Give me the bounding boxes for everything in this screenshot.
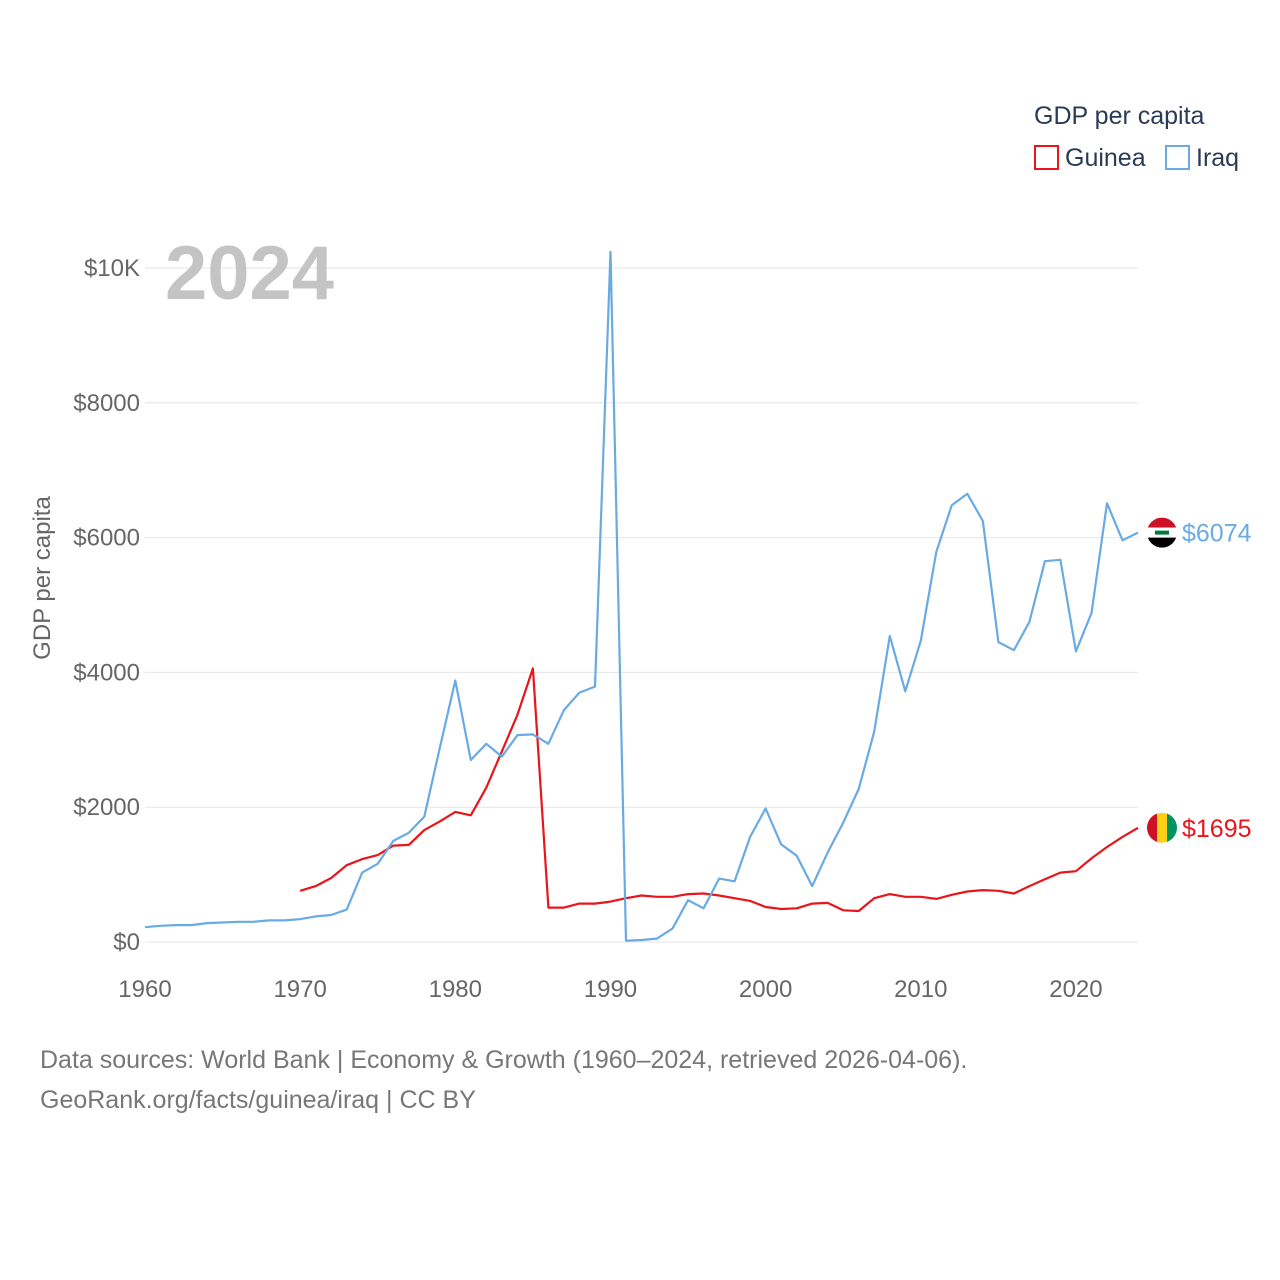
footer: Data sources: World Bank | Economy & Gro… [40,1040,967,1120]
y-tick-label: $2000 [73,794,140,821]
iraq-flag-icon [1147,517,1177,548]
x-tick-label: 1980 [429,976,482,1003]
grid-lines [145,267,1138,943]
legend-item-iraq[interactable]: Iraq [1165,144,1239,172]
legend-label-guinea: Guinea [1065,144,1146,172]
series-lines [144,250,1139,942]
year-watermark: 2024 [165,231,334,316]
y-tick-label: $4000 [73,659,140,686]
x-tick-label: 1990 [584,976,637,1003]
guinea-end-value-label: $1695 [1182,815,1252,843]
y-axis-ticks: $0 $2000 $4000 $6000 $8000 $10K [73,255,140,956]
legend-title: GDP per capita [1034,102,1205,130]
series-line-iraq[interactable] [144,250,1139,942]
legend-item-guinea[interactable]: Guinea [1034,144,1146,172]
gdp-line-chart: $0$2000$4000$6000$8000$10K 1960 1970 1980 1… [29,102,1252,1003]
y-tick-label: $10K [84,255,140,282]
y-tick-label: $8000 [73,390,140,417]
legend-label-iraq: Iraq [1196,144,1239,172]
x-tick-label: 1960 [118,976,171,1003]
guinea-flag-icon [1147,812,1177,843]
data-sources-text: Data sources: World Bank | Economy & Gro… [40,1046,968,1074]
x-tick-label: 2000 [739,976,792,1003]
legend-swatch-guinea [1034,145,1059,170]
source-link-text[interactable]: GeoRank.org/facts/guinea/iraq | CC BY [40,1086,476,1114]
x-axis-ticks: 1960 1970 1980 1990 2000 2010 2020 [118,976,1102,1003]
y-tick-label: $0 [113,929,140,956]
x-tick-label: 1970 [273,976,326,1003]
x-tick-label: 2010 [894,976,947,1003]
iraq-end-value-label: $6074 [1182,520,1252,548]
y-tick-label: $6000 [73,525,140,552]
x-tick-label: 2020 [1049,976,1102,1003]
legend-swatch-iraq [1165,145,1190,170]
y-axis-label: GDP per capita [29,496,56,660]
series-line-guinea[interactable] [299,667,1139,913]
